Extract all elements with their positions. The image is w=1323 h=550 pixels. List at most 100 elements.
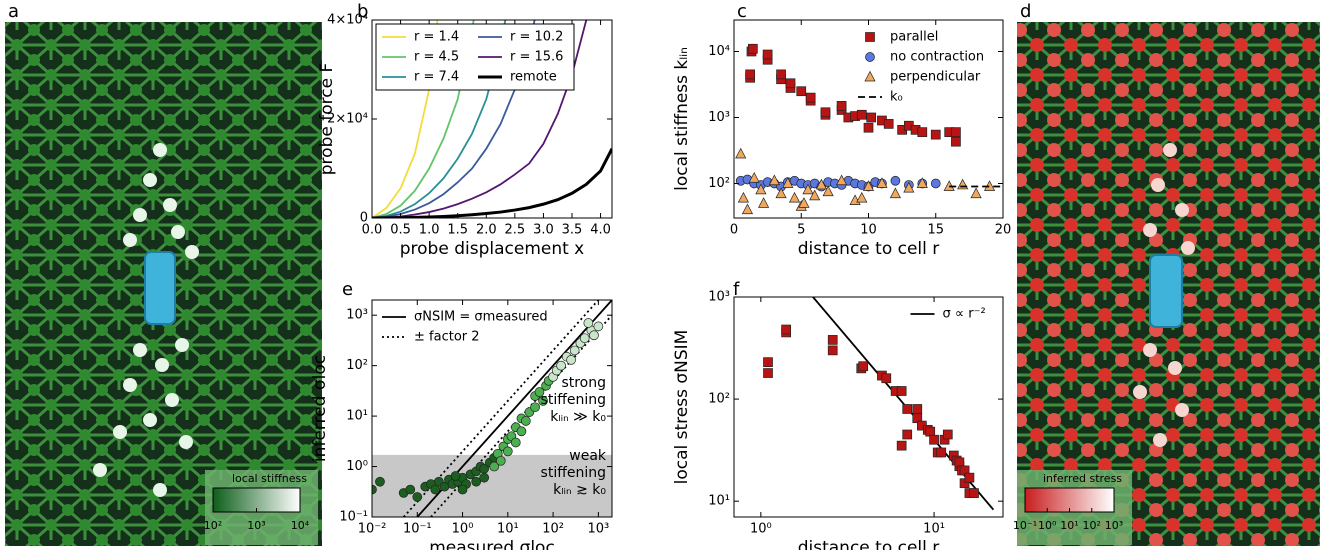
- marker-triangle: [876, 177, 888, 188]
- marker-triangle: [822, 185, 834, 197]
- plot-area: [372, 300, 612, 517]
- series-line: [402, 300, 600, 517]
- colorbar-tick-label: 10³: [247, 519, 265, 532]
- marker-triangle: [916, 177, 928, 188]
- series-line: [372, 20, 588, 218]
- legend-marker: [864, 70, 876, 82]
- x-axis-label: distance to cell r: [798, 538, 940, 550]
- marker-square: [836, 101, 847, 111]
- marker-square: [951, 127, 961, 137]
- marker-circle: [593, 321, 604, 332]
- x-tick-label: 3.5: [562, 223, 583, 238]
- marker-square: [896, 386, 907, 396]
- legend-label: r = 4.5: [414, 50, 459, 65]
- marker-square: [856, 109, 867, 120]
- marker-circle: [569, 345, 580, 356]
- marker-circle: [538, 396, 548, 406]
- marker-circle: [566, 355, 576, 365]
- colorbar-tick-label: 10²: [1083, 519, 1101, 532]
- marker-circle: [530, 402, 540, 413]
- marker-square: [827, 335, 838, 345]
- marker-square: [785, 78, 796, 89]
- marker-square: [866, 112, 877, 123]
- y-tick-label: 10³: [708, 110, 730, 125]
- marker-square: [896, 440, 907, 451]
- marker-triangle: [815, 178, 828, 190]
- marker-square: [936, 447, 947, 458]
- marker-circle: [489, 461, 500, 472]
- y-tick-label: 2×10⁴: [327, 112, 368, 127]
- x-tick-label: 10²: [542, 522, 564, 537]
- marker-square: [912, 404, 923, 414]
- legend-label: r = 15.6: [510, 50, 563, 65]
- marker-square: [747, 43, 758, 54]
- x-tick-label: 20: [995, 223, 1012, 238]
- marker-triangle: [809, 189, 821, 201]
- plot-frame: [371, 299, 613, 518]
- marker-circle: [479, 472, 489, 483]
- cell: [144, 251, 176, 325]
- plot-area: [763, 297, 995, 511]
- y-axis-label: probe force F: [317, 63, 337, 175]
- marker-square: [796, 86, 807, 97]
- y-axis-label: local stress σNSIM: [672, 330, 692, 485]
- marker-triangle: [856, 191, 868, 203]
- y-tick-label: 10²: [346, 358, 368, 373]
- y-tick-label: 10³: [346, 308, 368, 323]
- marker-triangle: [802, 183, 814, 195]
- series-line: [372, 148, 612, 218]
- y-tick-label: 10¹: [346, 409, 368, 424]
- marker-circle: [534, 387, 545, 397]
- marker-square: [858, 361, 869, 372]
- x-tick-label: 10⁻¹: [403, 522, 432, 537]
- marker-triangle: [862, 180, 875, 191]
- x-tick-label: 10⁰: [750, 522, 772, 537]
- marker-square: [763, 368, 773, 378]
- marker-square: [969, 488, 979, 498]
- marker-triangle: [836, 174, 848, 186]
- x-tick-label: 4.0: [590, 223, 611, 238]
- colorbar-tick-label: 10⁴: [291, 519, 310, 532]
- y-tick-label: 10¹: [708, 494, 730, 509]
- legend-label: k₀: [890, 90, 903, 105]
- marker-square: [954, 457, 965, 468]
- panel-letter: f: [733, 279, 740, 300]
- marker-circle: [520, 416, 531, 426]
- marker-circle: [890, 175, 901, 186]
- y-tick-label: 0: [360, 211, 368, 226]
- x-axis-label: probe displacement x: [400, 239, 585, 259]
- legend-frame: [375, 23, 575, 91]
- network-image-d: [1017, 22, 1320, 546]
- x-tick-label: 3.0: [533, 223, 554, 238]
- marker-circle: [412, 492, 423, 502]
- marker-circle: [430, 484, 441, 495]
- marker-square: [781, 324, 791, 335]
- marker-square: [863, 122, 874, 133]
- x-tick-label: 10⁻²: [358, 522, 387, 537]
- marker-circle: [372, 484, 377, 495]
- panel-letter: b: [357, 1, 368, 22]
- marker-square: [902, 404, 913, 414]
- marker-square: [745, 69, 755, 80]
- legend-label: r = 10.2: [510, 30, 563, 45]
- x-tick-label: 0.5: [390, 223, 411, 238]
- panel-letter: e: [342, 279, 353, 300]
- marker-triangle: [788, 191, 801, 203]
- marker-square: [805, 92, 816, 103]
- marker-square: [881, 373, 892, 384]
- marker-square: [827, 345, 838, 356]
- y-axis-label: local stiffness kₗᵢₙ: [672, 47, 692, 191]
- marker-square: [820, 107, 831, 118]
- legend-label: ± factor 2: [414, 330, 480, 345]
- x-tick-label: 15: [927, 223, 944, 238]
- marker-circle: [502, 446, 513, 457]
- annotation: kₗᵢₙ ≳ k₀: [553, 482, 606, 498]
- marker-triangle: [768, 174, 780, 186]
- legend-label: σ ∝ r⁻²: [943, 307, 986, 322]
- stiff-nodes: [93, 143, 199, 497]
- legend-label: no contraction: [890, 50, 984, 65]
- marker-circle: [583, 318, 594, 328]
- marker-square: [959, 465, 970, 476]
- marker-circle: [510, 437, 521, 448]
- marker-triangle: [970, 187, 982, 199]
